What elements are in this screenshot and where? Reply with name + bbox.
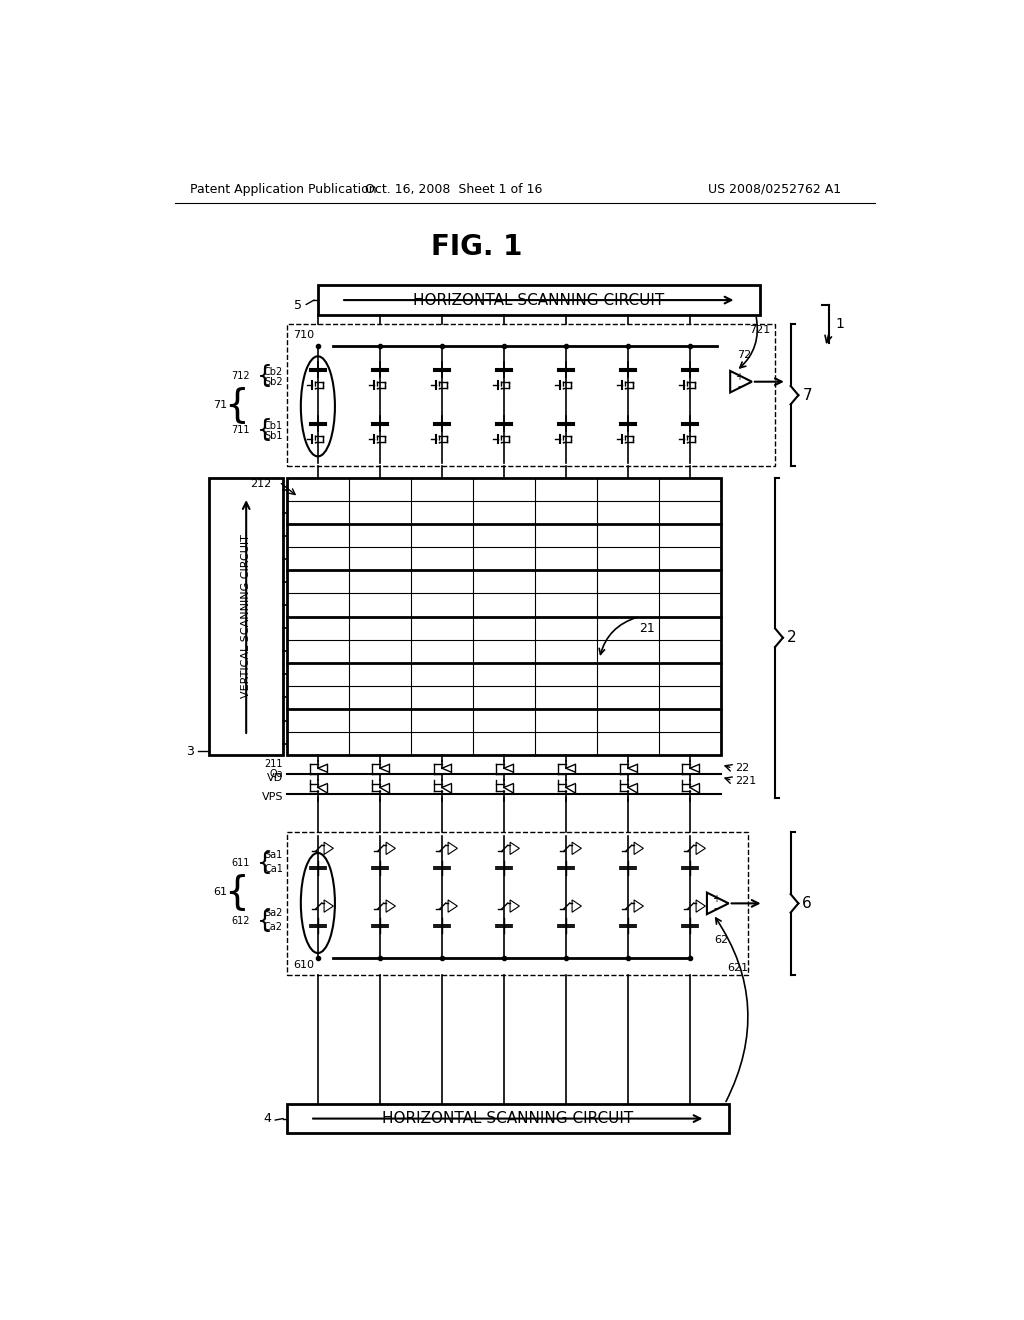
Text: HORIZONTAL SCANNING CIRCUIT: HORIZONTAL SCANNING CIRCUIT — [382, 1111, 634, 1126]
Text: 712: 712 — [231, 371, 250, 381]
Text: {: { — [257, 851, 273, 875]
Text: Cb1: Cb1 — [264, 421, 283, 430]
Text: Sb2: Sb2 — [264, 376, 283, 387]
Bar — [287, 832, 748, 974]
Text: -: - — [737, 381, 740, 391]
Text: 1: 1 — [836, 317, 845, 331]
Text: Qa: Qa — [269, 770, 283, 779]
Text: Cb2: Cb2 — [264, 367, 283, 376]
Text: 611: 611 — [231, 858, 250, 869]
Text: VD: VD — [267, 774, 283, 783]
Text: 5: 5 — [294, 300, 302, 313]
Text: 6: 6 — [802, 896, 812, 911]
Text: Oct. 16, 2008  Sheet 1 of 16: Oct. 16, 2008 Sheet 1 of 16 — [365, 182, 542, 195]
Text: Sb1: Sb1 — [264, 430, 283, 441]
Text: 211: 211 — [264, 759, 283, 770]
Text: 7: 7 — [802, 388, 812, 403]
Text: 612: 612 — [231, 916, 250, 925]
Text: 212: 212 — [250, 479, 271, 490]
Text: Sa1: Sa1 — [265, 850, 283, 861]
Text: 2: 2 — [786, 630, 797, 645]
Text: 621: 621 — [727, 964, 749, 973]
Text: 4: 4 — [263, 1111, 271, 1125]
Text: 721: 721 — [749, 325, 770, 335]
Text: +: + — [735, 372, 742, 383]
Text: 72: 72 — [737, 350, 752, 360]
Bar — [317, 285, 760, 314]
Text: 610: 610 — [293, 961, 314, 970]
Text: 61: 61 — [213, 887, 227, 898]
Text: 710: 710 — [293, 330, 314, 341]
Text: 21: 21 — [639, 622, 655, 635]
Bar — [209, 478, 283, 755]
Text: {: { — [257, 908, 273, 933]
Text: 71: 71 — [213, 400, 227, 409]
Text: +: + — [712, 894, 720, 904]
Text: Patent Application Publication: Patent Application Publication — [190, 182, 377, 195]
Bar — [287, 323, 775, 466]
Text: VERTICAL SCANNING CIRCUIT: VERTICAL SCANNING CIRCUIT — [242, 535, 251, 698]
Text: {: { — [224, 874, 249, 911]
Bar — [287, 478, 721, 755]
Text: HORIZONTAL SCANNING CIRCUIT: HORIZONTAL SCANNING CIRCUIT — [413, 293, 665, 308]
Text: 221: 221 — [735, 776, 756, 785]
Text: 3: 3 — [186, 744, 194, 758]
Text: {: { — [224, 385, 249, 424]
Bar — [287, 1104, 729, 1133]
Text: Ca2: Ca2 — [264, 921, 283, 932]
Text: Ca1: Ca1 — [264, 865, 283, 874]
Text: FIG. 1: FIG. 1 — [431, 232, 522, 261]
Text: 711: 711 — [231, 425, 250, 436]
Text: Sa2: Sa2 — [264, 908, 283, 917]
Text: US 2008/0252762 A1: US 2008/0252762 A1 — [708, 182, 841, 195]
Text: -: - — [714, 903, 718, 912]
Text: {: { — [257, 418, 273, 442]
Text: 22: 22 — [735, 763, 750, 774]
Text: {: { — [257, 364, 273, 388]
Text: VPS: VPS — [261, 792, 283, 803]
Text: 62: 62 — [714, 935, 728, 945]
